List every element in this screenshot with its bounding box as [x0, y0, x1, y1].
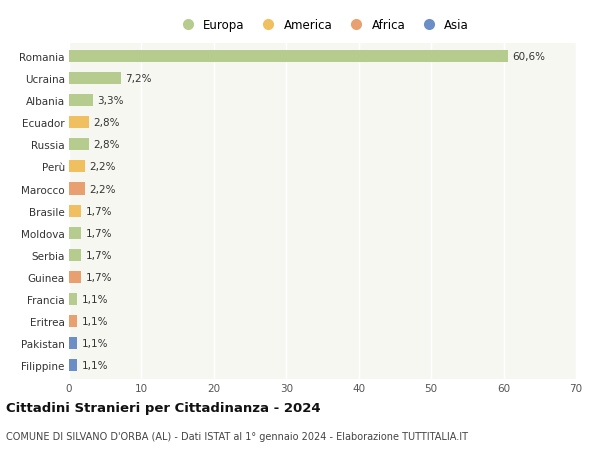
Text: 1,7%: 1,7% [86, 206, 112, 216]
Bar [69, 271, 82, 283]
Bar [69, 315, 77, 327]
Bar [69, 95, 93, 107]
Text: 2,2%: 2,2% [89, 162, 116, 172]
Bar [69, 249, 82, 261]
Text: 2,8%: 2,8% [94, 118, 120, 128]
Bar [69, 205, 82, 217]
Text: 1,1%: 1,1% [82, 338, 108, 348]
Text: 1,1%: 1,1% [82, 294, 108, 304]
Bar [69, 51, 508, 63]
Text: 60,6%: 60,6% [512, 52, 545, 62]
Bar [69, 183, 85, 195]
Bar [69, 359, 77, 371]
Bar [69, 293, 77, 305]
Bar [69, 227, 82, 239]
Text: 1,1%: 1,1% [82, 316, 108, 326]
Text: 1,7%: 1,7% [86, 272, 112, 282]
Bar [69, 161, 85, 173]
Text: 7,2%: 7,2% [125, 74, 152, 84]
Text: 2,8%: 2,8% [94, 140, 120, 150]
Legend: Europa, America, Africa, Asia: Europa, America, Africa, Asia [174, 17, 471, 34]
Text: 2,2%: 2,2% [89, 184, 116, 194]
Text: 1,1%: 1,1% [82, 360, 108, 370]
Bar [69, 139, 89, 151]
Bar [69, 117, 89, 129]
Text: 3,3%: 3,3% [97, 96, 124, 106]
Text: 1,7%: 1,7% [86, 228, 112, 238]
Text: 1,7%: 1,7% [86, 250, 112, 260]
Text: COMUNE DI SILVANO D'ORBA (AL) - Dati ISTAT al 1° gennaio 2024 - Elaborazione TUT: COMUNE DI SILVANO D'ORBA (AL) - Dati IST… [6, 431, 468, 442]
Bar [69, 73, 121, 85]
Bar [69, 337, 77, 349]
Text: Cittadini Stranieri per Cittadinanza - 2024: Cittadini Stranieri per Cittadinanza - 2… [6, 402, 320, 414]
